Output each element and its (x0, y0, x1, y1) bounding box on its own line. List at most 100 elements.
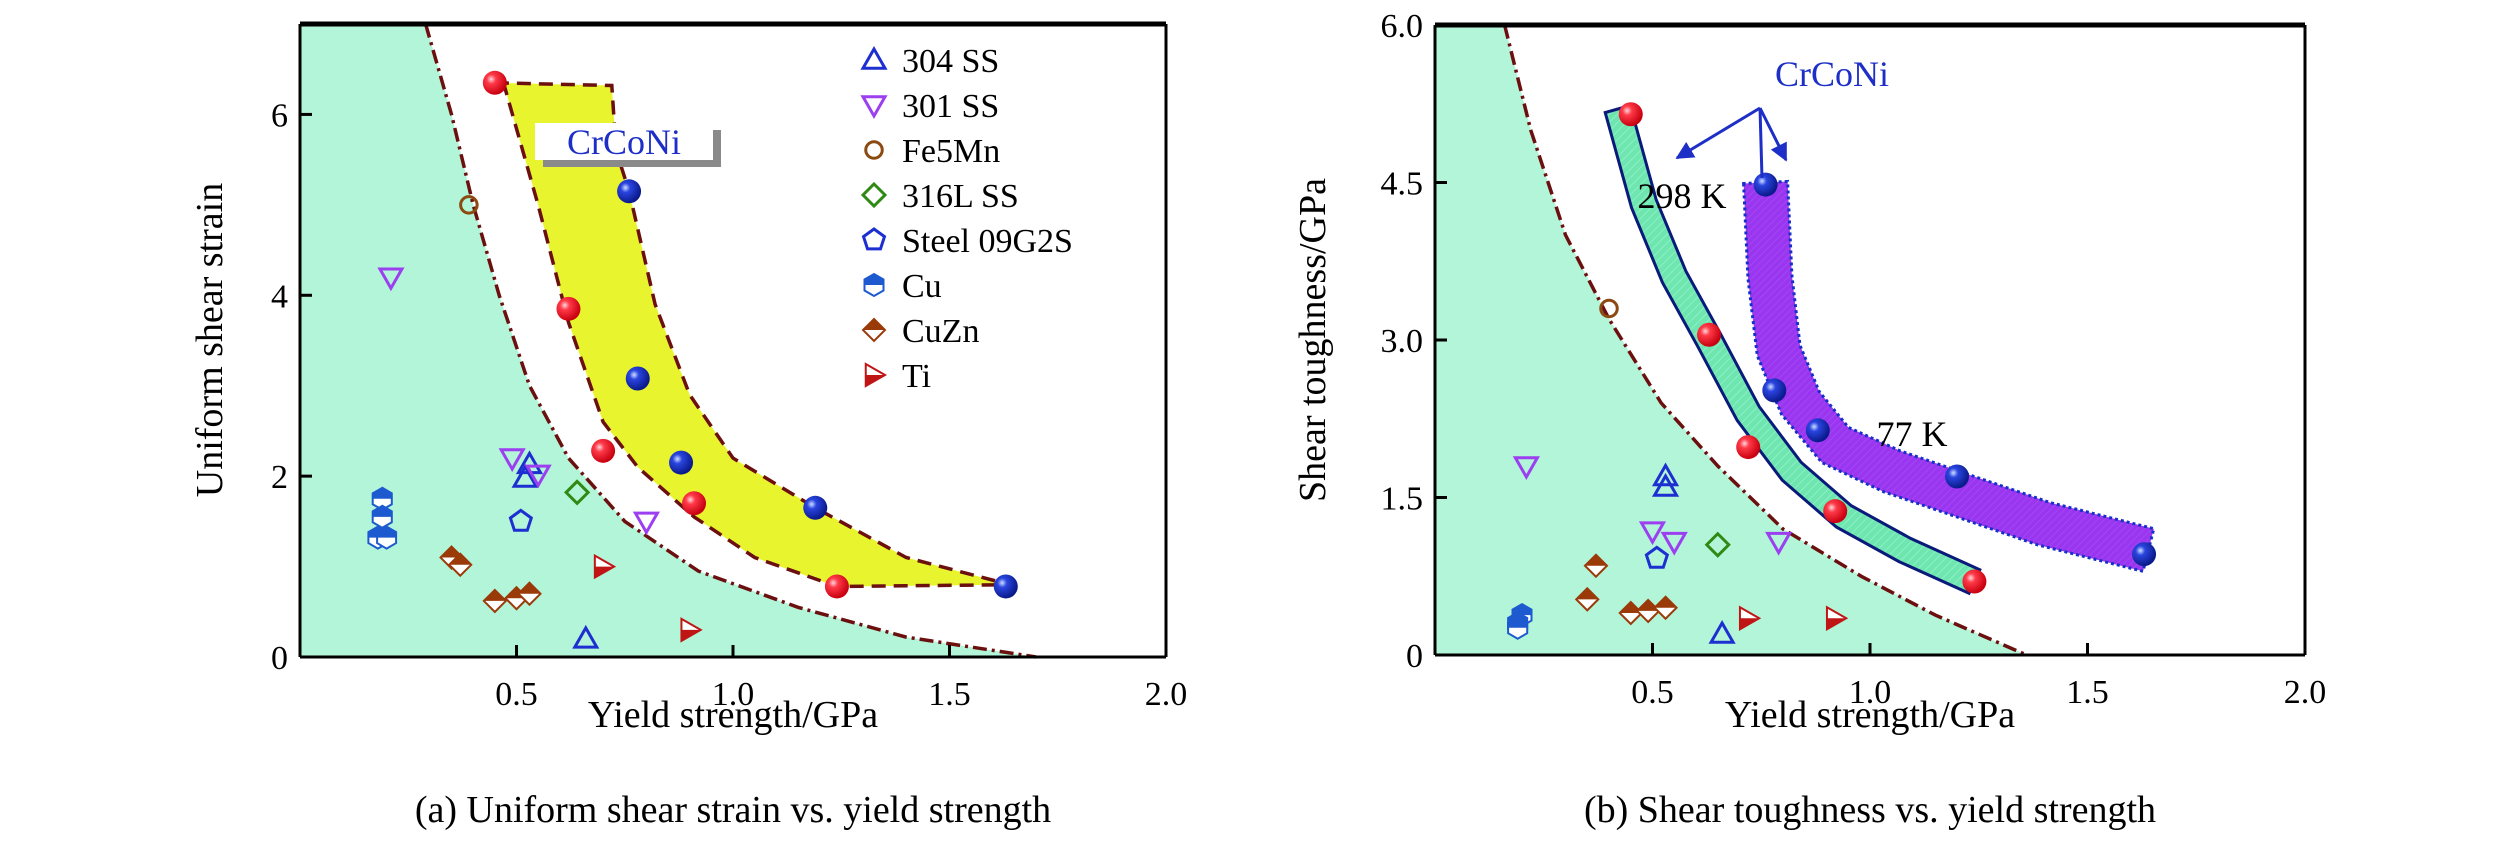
point-crconi-77-k (669, 450, 694, 475)
legend-label: Fe5Mn (902, 133, 1000, 170)
point-crconi-77-k (625, 366, 650, 391)
y-tick-label: 0 (271, 640, 288, 677)
x-tick-label: 1.0 (712, 676, 755, 713)
point-cuzn-fill (1584, 554, 1607, 566)
panel-a-uniform-shear-strain: 0.5 1.0 1.5 2.0 0 2 4 6 304 SS 301 SS Fe5Mn 316L S… (189, 21, 1188, 831)
boundary-curve (1502, 24, 2028, 657)
point-304-ss (1651, 472, 1680, 497)
point-crconi-77-k (1945, 464, 1969, 489)
point-fe5mn (459, 195, 479, 215)
y-tick-label: 2 (271, 459, 288, 496)
point-ti-fill (1739, 618, 1760, 630)
label-background (535, 123, 713, 160)
point-cu-fill (372, 505, 392, 517)
legend-marker-cu-fill (864, 274, 884, 285)
point-crconi-298-k (556, 296, 581, 321)
crconi-annotation: CrCoNi (567, 122, 681, 162)
point-crconi-298-k (1618, 102, 1643, 127)
point-cuzn-fill (1654, 596, 1677, 608)
point-crconi-77-k (2132, 542, 2157, 567)
point-316l-ss (563, 479, 591, 506)
point-crconi-298-k (1697, 322, 1722, 347)
point-cuzn-fill (518, 582, 541, 594)
point-crconi-298-k (482, 70, 507, 95)
crconi-label-box: CrCoNi (535, 122, 721, 167)
point-fe5mn (1599, 298, 1619, 319)
crconi-77k-band (1742, 179, 2156, 574)
legend-marker-fe5mn (864, 140, 884, 160)
point-cu-fill (372, 487, 392, 499)
x-tick-label: 1.5 (2066, 674, 2109, 711)
legend-label: Steel 09G2S (902, 223, 1073, 260)
x-tick-label: 0.5 (495, 676, 538, 713)
legend-item: CuZn (861, 313, 979, 350)
legend-item: 301 SS (860, 88, 999, 125)
region-layer (1435, 24, 2156, 657)
y-axis-title: Uniform shear strain (189, 183, 231, 497)
point-crconi-298-k (682, 491, 707, 516)
boundary-curve (423, 23, 1037, 659)
point-crconi-77-k (993, 574, 1018, 599)
point-301-ss (1638, 521, 1667, 546)
panel-b-shear-toughness: 0.5 1.0 1.5 2.0 0 1.5 3.0 4.5 6.0 CrCoNi 298 K 7… (1292, 8, 2326, 831)
point-crconi-298-k (824, 574, 849, 599)
legend-item: Fe5Mn (864, 133, 1000, 170)
y-tick-label: 4 (271, 278, 288, 315)
y-tick-label: 3.0 (1381, 323, 1424, 360)
brittle-region (300, 24, 1037, 657)
caption-a: (a) Uniform shear strain vs. yield stren… (415, 789, 1051, 831)
point-cuzn-fill (449, 553, 472, 565)
point-cuzn-fill (440, 546, 463, 558)
point-crconi-77-k (1753, 172, 1778, 197)
label-77k: 77 K (1877, 414, 1948, 454)
legend-marker-ti-fill (865, 375, 885, 386)
point-ti-fill (594, 566, 615, 578)
marker-layer (367, 70, 1018, 649)
y-tick-label: 1.5 (1381, 481, 1424, 518)
legend: 304 SS 301 SS Fe5Mn 316L SS Steel 09G2S Cu CuZ… (860, 43, 1073, 395)
x-tick-label: 2.0 (2284, 674, 2327, 711)
point-301-ss (632, 511, 660, 536)
point-steel-09g2s (1644, 545, 1670, 569)
legend-item: Ti (864, 358, 931, 395)
point-304-ss (511, 463, 539, 488)
legend-item: 304 SS (860, 43, 999, 80)
point-crconi-298-k (591, 438, 616, 463)
brittle-region (1435, 25, 2027, 655)
point-cuzn-fill (1576, 588, 1599, 600)
x-axis-title: Yield strength/GPa (1725, 694, 2015, 736)
crconi-arrows (1675, 106, 1788, 179)
legend-item: 316L SS (860, 178, 1019, 215)
x-tick-label: 1.5 (928, 676, 971, 713)
legend-label: 316L SS (902, 178, 1019, 215)
crconi-annotation: CrCoNi (1775, 54, 1889, 94)
y-axis-title: Shear toughness/GPa (1292, 178, 1334, 502)
x-axis-title: Yield strength/GPa (588, 694, 878, 736)
legend-marker-304-ss (860, 45, 888, 70)
point-cuzn-fill (1619, 602, 1642, 613)
crconi-298k-band (1603, 103, 1982, 596)
point-301-ss (1660, 531, 1688, 556)
y-tick-label: 6 (271, 97, 288, 134)
axes: 0.5 1.0 1.5 2.0 0 2 4 6 (271, 21, 1188, 713)
y-tick-label: 6.0 (1381, 8, 1424, 45)
axes: 0.5 1.0 1.5 2.0 0 1.5 3.0 4.5 6.0 (1381, 8, 2327, 711)
legend-item: Cu (863, 268, 942, 305)
x-tick-label: 1.0 (1849, 674, 1892, 711)
x-tick-label: 2.0 (1145, 676, 1188, 713)
point-301-ss (498, 448, 526, 473)
point-steel-09g2s (508, 508, 534, 532)
y-tick-label: 4.5 (1381, 166, 1424, 203)
point-304-ss (572, 624, 600, 649)
arrow-77k (1758, 107, 1788, 162)
point-301-ss (377, 267, 405, 292)
x-tick-label: 0.5 (1631, 674, 1674, 711)
legend-marker-301-ss (860, 95, 888, 120)
point-301-ss (1765, 531, 1793, 556)
point-301-ss (524, 464, 552, 489)
point-crconi-298-k (1823, 499, 1848, 524)
legend-label: CuZn (902, 313, 979, 350)
point-crconi-77-k (1805, 418, 1830, 443)
point-crconi-77-k (1762, 378, 1787, 403)
